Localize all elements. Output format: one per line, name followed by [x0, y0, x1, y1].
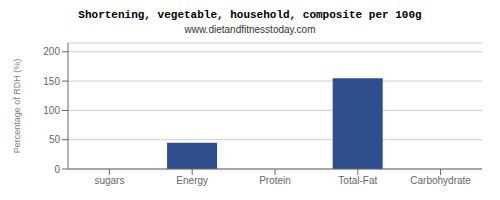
svg-text:Total-Fat: Total-Fat	[338, 175, 377, 186]
svg-text:Energy: Energy	[176, 175, 208, 186]
svg-text:Protein: Protein	[259, 175, 291, 186]
svg-text:0: 0	[54, 164, 60, 175]
html-text:www.dietandfitnesstoday.com: www.dietandfitnesstoday.com	[184, 24, 316, 35]
svg-text:100: 100	[43, 105, 60, 116]
svg-text:Carbohydrate: Carbohydrate	[410, 175, 471, 186]
html-text:Shortening, vegetable, househo: Shortening, vegetable, household, compos…	[78, 9, 422, 21]
svg-text:Percentage of RDH (%): Percentage of RDH (%)	[12, 59, 22, 154]
svg-text:sugars: sugars	[94, 175, 124, 186]
svg-text:50: 50	[49, 134, 61, 145]
svg-text:150: 150	[43, 76, 60, 87]
svg-text:200: 200	[43, 46, 60, 57]
